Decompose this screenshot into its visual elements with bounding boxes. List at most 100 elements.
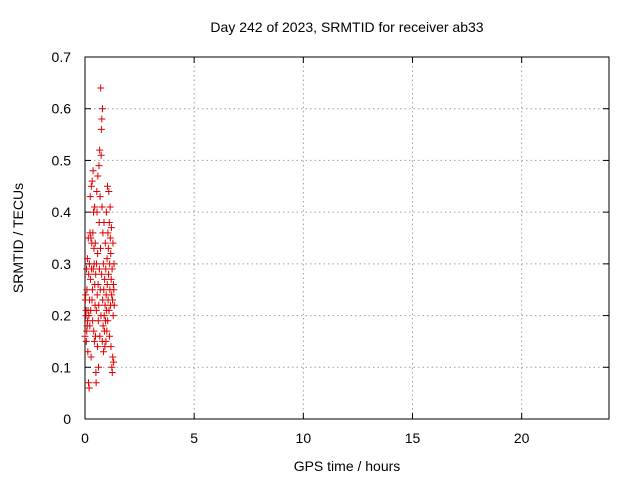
y-tick-label: 0.3: [52, 256, 72, 272]
data-point: [87, 182, 95, 190]
data-point: [86, 322, 94, 330]
data-point: [97, 84, 105, 92]
data-point: [104, 229, 112, 237]
data-point: [92, 368, 100, 376]
data-point: [100, 312, 108, 320]
data-point: [109, 353, 117, 361]
data-point: [92, 270, 100, 278]
data-point: [93, 260, 101, 268]
data-point: [104, 317, 112, 325]
data-point: [108, 291, 116, 299]
data-point: [98, 105, 106, 113]
data-point: [109, 296, 117, 304]
data-point: [95, 301, 103, 309]
x-tick-label: 5: [190, 430, 198, 446]
axis-ticks: [84, 56, 609, 420]
data-point: [110, 260, 118, 268]
data-point: [102, 265, 110, 273]
data-point: [101, 343, 109, 351]
data-point: [110, 358, 118, 366]
data-point: [97, 125, 105, 133]
y-tick-label: 0.1: [52, 359, 72, 375]
data-point: [105, 270, 113, 278]
data-point: [83, 255, 91, 263]
data-point: [105, 218, 113, 226]
data-point: [107, 250, 115, 258]
data-point: [107, 224, 115, 232]
y-tick-label: 0.6: [52, 101, 72, 117]
data-point: [94, 317, 102, 325]
data-point: [96, 193, 104, 201]
y-axis-label: SRMTID / TECUs: [10, 183, 26, 293]
data-point: [101, 239, 109, 247]
data-point: [97, 151, 105, 159]
data-point: [95, 363, 103, 371]
data-point: [85, 384, 93, 392]
data-point: [98, 115, 106, 123]
data-point: [89, 265, 97, 273]
data-point: [82, 337, 90, 345]
data-point: [102, 337, 110, 345]
x-tick-label: 10: [296, 430, 312, 446]
data-point: [109, 312, 117, 320]
x-tick-label: 0: [81, 430, 89, 446]
data-point: [100, 286, 108, 294]
data-point: [89, 229, 97, 237]
data-point: [108, 368, 116, 376]
data-point: [103, 327, 111, 335]
data-point: [106, 203, 114, 211]
data-point: [94, 250, 102, 258]
data-point: [103, 182, 111, 190]
data-point: [101, 275, 109, 283]
data-point: [88, 286, 96, 294]
data-point: [88, 177, 96, 185]
data-point: [86, 193, 94, 201]
data-point: [110, 301, 118, 309]
data-point: [85, 312, 93, 320]
y-tick-label: 0.2: [52, 308, 72, 324]
data-points: [81, 84, 118, 392]
chart-title: Day 242 of 2023, SRMTID for receiver ab3…: [210, 19, 483, 35]
data-point: [110, 286, 118, 294]
data-point: [109, 239, 117, 247]
data-point: [81, 332, 89, 340]
y-tick-label: 0.7: [52, 49, 72, 65]
data-point: [105, 306, 113, 314]
data-point: [87, 353, 95, 361]
data-point: [108, 265, 116, 273]
data-point: [98, 270, 106, 278]
plot-frame: [84, 56, 610, 420]
x-tick-labels: 0 5 10 15 20: [81, 430, 530, 446]
data-point: [105, 332, 113, 340]
data-point: [92, 379, 100, 387]
data-point: [100, 348, 108, 356]
data-point: [85, 270, 93, 278]
data-point: [91, 239, 99, 247]
data-point: [95, 162, 103, 170]
x-axis-label: GPS time / hours: [294, 458, 401, 474]
data-point: [90, 244, 98, 252]
y-tick-label: 0.5: [52, 152, 72, 168]
y-tick-label: 0: [63, 411, 71, 427]
x-tick-label: 15: [405, 430, 421, 446]
data-point: [94, 172, 102, 180]
data-point: [98, 203, 106, 211]
data-point: [84, 379, 92, 387]
y-tick-labels: 0 0.1 0.2 0.3 0.4 0.5 0.6 0.7: [52, 49, 72, 427]
data-point: [96, 332, 104, 340]
data-point: [95, 265, 103, 273]
data-point: [92, 306, 100, 314]
data-point: [86, 275, 94, 283]
data-point: [99, 322, 107, 330]
data-point: [103, 281, 111, 289]
data-point: [84, 348, 92, 356]
data-point: [97, 244, 105, 252]
data-point: [106, 234, 114, 242]
x-tick-label: 20: [514, 430, 530, 446]
data-point: [107, 275, 115, 283]
data-point: [89, 167, 97, 175]
data-point: [90, 337, 98, 345]
data-point: [91, 203, 99, 211]
data-point: [90, 327, 98, 335]
data-point: [93, 343, 101, 351]
